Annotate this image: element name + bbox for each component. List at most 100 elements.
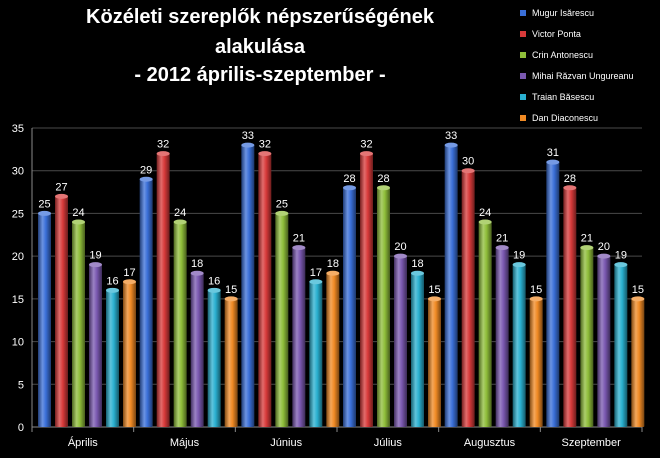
data-label: 17 <box>310 267 322 279</box>
bar-cap <box>72 219 85 225</box>
legend-swatch <box>520 51 526 58</box>
data-label: 19 <box>89 250 101 262</box>
x-tick-label: Május <box>170 437 200 449</box>
bar <box>631 298 645 427</box>
bar <box>207 290 221 427</box>
bar <box>428 298 441 427</box>
bar <box>72 221 85 427</box>
data-label: 21 <box>293 233 305 245</box>
bar <box>224 298 238 427</box>
legend-item: Victor Ponta <box>520 23 660 44</box>
bar-cap <box>326 270 340 276</box>
y-tick-label: 25 <box>12 208 24 220</box>
bar-cap <box>292 245 306 251</box>
legend-swatch <box>520 9 526 16</box>
bar-cap <box>38 210 51 216</box>
bar <box>444 145 458 428</box>
bar <box>377 187 390 427</box>
bar-cap <box>89 262 102 268</box>
data-label: 28 <box>377 173 389 185</box>
bar-cap <box>309 279 323 285</box>
data-label: 19 <box>513 250 525 262</box>
bar <box>89 264 102 427</box>
data-label: 32 <box>259 139 271 151</box>
bar-cap <box>580 245 594 251</box>
bar-cap <box>614 262 628 268</box>
legend-swatch <box>520 72 526 79</box>
bar <box>292 247 306 427</box>
legend-swatch <box>520 114 526 121</box>
bar <box>190 273 204 427</box>
y-tick-label: 20 <box>12 251 24 263</box>
x-tick-label: Augusztus <box>464 437 516 449</box>
bar <box>495 247 509 427</box>
legend-item: Dan Diaconescu <box>520 107 660 128</box>
bar <box>580 247 594 427</box>
bar <box>343 187 356 427</box>
bar <box>139 179 153 427</box>
data-label: 18 <box>411 258 423 270</box>
bar <box>546 162 560 427</box>
bar <box>394 256 407 427</box>
bar-cap <box>106 287 119 293</box>
bar <box>461 170 475 427</box>
data-label: 21 <box>581 233 593 245</box>
legend-label: Crin Antonescu <box>532 49 594 60</box>
bar <box>326 273 340 427</box>
data-label: 15 <box>530 284 542 296</box>
bar <box>173 221 187 427</box>
data-label: 17 <box>123 267 135 279</box>
legend-label: Traian Băsescu <box>532 91 595 102</box>
data-label: 28 <box>564 173 576 185</box>
x-tick-label: Szeptember <box>562 437 622 449</box>
data-label: 33 <box>445 130 457 142</box>
y-tick-label: 0 <box>18 422 24 434</box>
bar <box>275 213 289 427</box>
legend-item: Mugur Isărescu <box>520 2 660 23</box>
bar-cap <box>343 185 356 191</box>
legend-swatch <box>520 93 526 100</box>
legend-label: Mihai Răzvan Ungureanu <box>532 70 634 81</box>
legend-item: Traian Băsescu <box>520 86 660 107</box>
bar-cap <box>512 262 526 268</box>
legend-label: Mugur Isărescu <box>532 7 595 18</box>
bar <box>360 153 373 427</box>
data-label: 32 <box>157 139 169 151</box>
data-label: 15 <box>225 284 237 296</box>
chart-title-line-1: Közéleti szereplők népszerűségének <box>86 6 434 28</box>
bar <box>106 290 119 427</box>
legend-label: Dan Diaconescu <box>532 112 599 123</box>
bar <box>309 281 323 427</box>
data-label: 31 <box>547 147 559 159</box>
bar-cap <box>631 296 645 302</box>
bar-cap <box>394 253 407 259</box>
bar-cap <box>224 296 238 302</box>
data-label: 16 <box>106 275 118 287</box>
data-label: 15 <box>632 284 644 296</box>
data-label: 25 <box>38 198 50 210</box>
bar-cap <box>411 270 424 276</box>
bar-cap <box>428 296 441 302</box>
bar <box>241 145 255 428</box>
bar <box>614 264 628 427</box>
x-tick-label: Június <box>270 437 302 449</box>
data-label: 28 <box>343 173 355 185</box>
legend-label: Victor Ponta <box>532 28 581 39</box>
bar <box>123 281 136 427</box>
bar <box>156 153 170 427</box>
data-label: 30 <box>462 156 474 168</box>
bar <box>512 264 526 427</box>
data-label: 33 <box>242 130 254 142</box>
bar <box>55 196 68 427</box>
bar <box>529 298 543 427</box>
data-label: 32 <box>360 139 372 151</box>
data-label: 24 <box>174 207 186 219</box>
legend-swatch <box>520 30 526 37</box>
chart-legend: Mugur Isărescu Victor Ponta Crin Antones… <box>520 2 660 128</box>
y-tick-label: 5 <box>18 379 24 391</box>
legend-item: Mihai Răzvan Ungureanu <box>520 65 660 86</box>
data-label: 24 <box>72 207 84 219</box>
bar-cap <box>207 287 221 293</box>
